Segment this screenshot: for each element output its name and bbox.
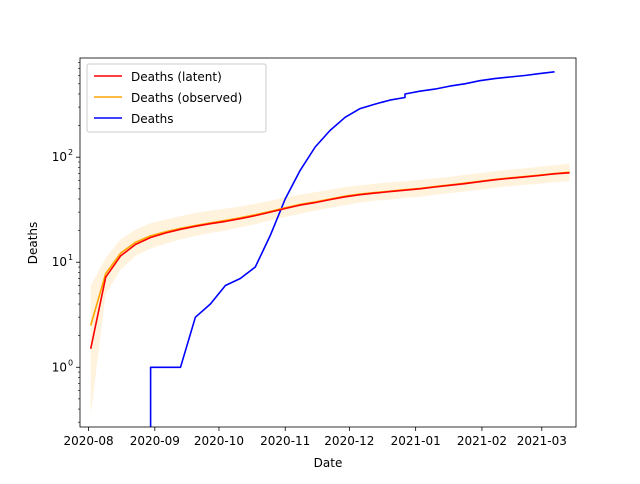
x-tick-label: 2020-08 <box>63 434 113 448</box>
legend-box <box>86 63 267 133</box>
y-tick-label: 10 <box>52 150 67 164</box>
x-tick-label: 2021-01 <box>391 434 441 448</box>
x-tick-label: 2020-11 <box>260 434 310 448</box>
legend-label-deaths: Deaths <box>131 112 174 126</box>
y-tick-exponent: 1 <box>68 253 73 262</box>
plot-frame <box>79 57 577 428</box>
observed-band-layer <box>90 163 570 416</box>
latent-deaths-line <box>89 172 570 349</box>
y-tick-label: 10 <box>52 360 67 374</box>
x-tick-label: 2021-03 <box>517 434 567 448</box>
series-lines-layer <box>89 71 570 427</box>
x-tick-label: 2020-09 <box>130 434 180 448</box>
y-tick-label: 10 <box>52 255 67 269</box>
y-axis-label: Deaths <box>26 222 40 265</box>
legend-label-observed: Deaths (observed) <box>131 91 242 105</box>
y-tick-exponent: 0 <box>68 358 73 367</box>
legend-label-latent: Deaths (latent) <box>131 70 222 84</box>
x-tick-label: 2020-12 <box>324 434 374 448</box>
x-axis-label: Date <box>314 456 343 470</box>
y-tick-exponent: 2 <box>68 148 73 157</box>
reported-deaths-line <box>149 71 555 427</box>
observed-uncertainty-band <box>90 163 570 416</box>
x-tick-label: 2020-10 <box>194 434 244 448</box>
x-axis-ticks: 2020-08 2020-09 2020-10 2020-11 2020-12 2021-… <box>63 427 567 448</box>
x-tick-label: 2021-02 <box>457 434 507 448</box>
legend: Deaths (latent) Deaths (observed) Deaths <box>86 63 267 133</box>
